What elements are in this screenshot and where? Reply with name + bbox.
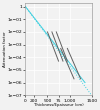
Y-axis label: Attenuation factor: Attenuation factor xyxy=(3,31,7,67)
X-axis label: Thickness/Epaisseur (cm): Thickness/Epaisseur (cm) xyxy=(34,103,83,107)
